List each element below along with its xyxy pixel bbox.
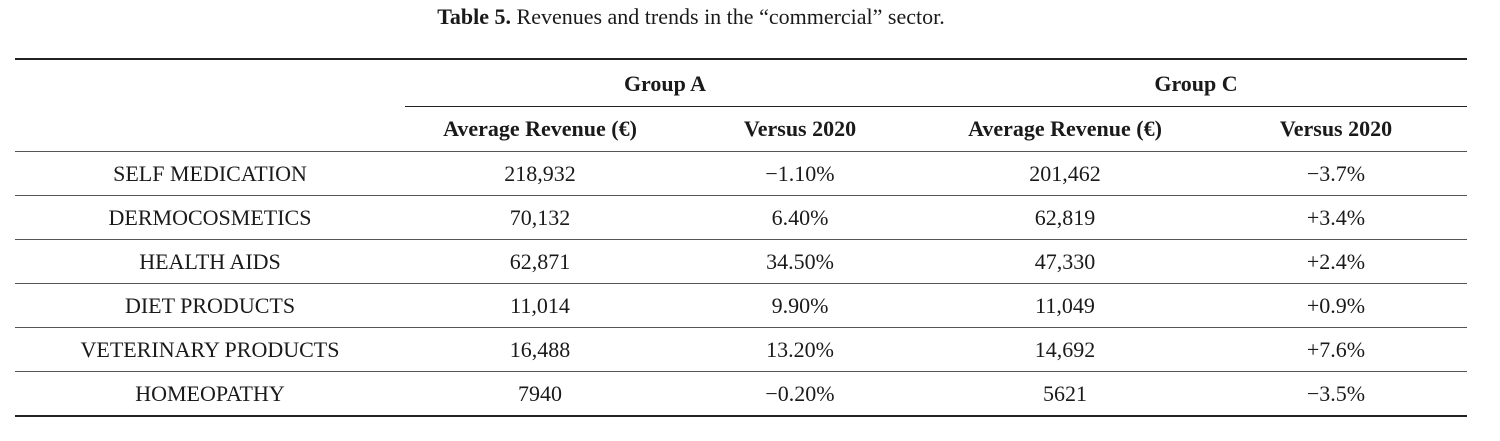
revenue-table: Group A Group C Average Revenue (€) Vers… xyxy=(15,58,1467,417)
group-a-revenue-cell: 218,932 xyxy=(405,151,675,196)
empty-label-header xyxy=(15,107,405,152)
group-a-versus-cell: 6.40% xyxy=(675,195,925,240)
table-caption-label: Table 5. xyxy=(437,4,512,29)
group-header-row: Group A Group C xyxy=(15,58,1467,107)
group-c-versus-cell: +3.4% xyxy=(1205,195,1467,240)
group-a-versus-cell: 34.50% xyxy=(675,239,925,284)
table-row: SELF MEDICATION 218,932 −1.10% 201,462 −… xyxy=(15,151,1467,196)
table-row: DERMOCOSMETICS 70,132 6.40% 62,819 +3.4% xyxy=(15,195,1467,240)
table-caption: Table 5. Revenues and trends in the “com… xyxy=(0,3,1382,31)
group-c-versus-header: Versus 2020 xyxy=(1279,116,1393,141)
group-c-versus-cell: −3.7% xyxy=(1205,151,1467,196)
row-label: DERMOCOSMETICS xyxy=(15,195,405,240)
table-caption-text: Revenues and trends in the “commercial” … xyxy=(516,4,945,29)
table-row: VETERINARY PRODUCTS 16,488 13.20% 14,692… xyxy=(15,327,1467,372)
group-a-revenue-header: Average Revenue (€) xyxy=(443,116,637,141)
table-row: HEALTH AIDS 62,871 34.50% 47,330 +2.4% xyxy=(15,239,1467,284)
group-a-versus-header: Versus 2020 xyxy=(743,116,857,141)
row-label: HOMEOPATHY xyxy=(15,371,405,417)
group-c-revenue-cell: 11,049 xyxy=(925,283,1205,328)
group-c-revenue-cell: 201,462 xyxy=(925,151,1205,196)
table-row: HOMEOPATHY 7940 −0.20% 5621 −3.5% xyxy=(15,371,1467,417)
group-a-versus-cell: −1.10% xyxy=(675,151,925,196)
group-c-revenue-cell: 5621 xyxy=(925,371,1205,417)
group-c-revenue-cell: 47,330 xyxy=(925,239,1205,284)
row-label: SELF MEDICATION xyxy=(15,151,405,196)
row-label: DIET PRODUCTS xyxy=(15,283,405,328)
group-a-revenue-cell: 62,871 xyxy=(405,239,675,284)
row-label: VETERINARY PRODUCTS xyxy=(15,327,405,372)
group-c-revenue-cell: 62,819 xyxy=(925,195,1205,240)
group-a-revenue-cell: 16,488 xyxy=(405,327,675,372)
group-a-versus-cell: 13.20% xyxy=(675,327,925,372)
group-c-versus-cell: −3.5% xyxy=(1205,371,1467,417)
group-a-versus-cell: −0.20% xyxy=(675,371,925,417)
column-header-row: Average Revenue (€) Versus 2020 Average … xyxy=(15,107,1467,152)
table-row: DIET PRODUCTS 11,014 9.90% 11,049 +0.9% xyxy=(15,283,1467,328)
group-a-revenue-cell: 11,014 xyxy=(405,283,675,328)
group-a-revenue-cell: 70,132 xyxy=(405,195,675,240)
group-a-header: Group A xyxy=(405,58,925,107)
group-c-versus-cell: +0.9% xyxy=(1205,283,1467,328)
group-c-versus-cell: +7.6% xyxy=(1205,327,1467,372)
group-c-header: Group C xyxy=(925,58,1467,107)
empty-corner-cell xyxy=(15,58,405,107)
group-c-versus-cell: +2.4% xyxy=(1205,239,1467,284)
group-a-versus-cell: 9.90% xyxy=(675,283,925,328)
row-label: HEALTH AIDS xyxy=(15,239,405,284)
group-c-revenue-cell: 14,692 xyxy=(925,327,1205,372)
group-a-revenue-cell: 7940 xyxy=(405,371,675,417)
group-c-revenue-header: Average Revenue (€) xyxy=(968,116,1162,141)
